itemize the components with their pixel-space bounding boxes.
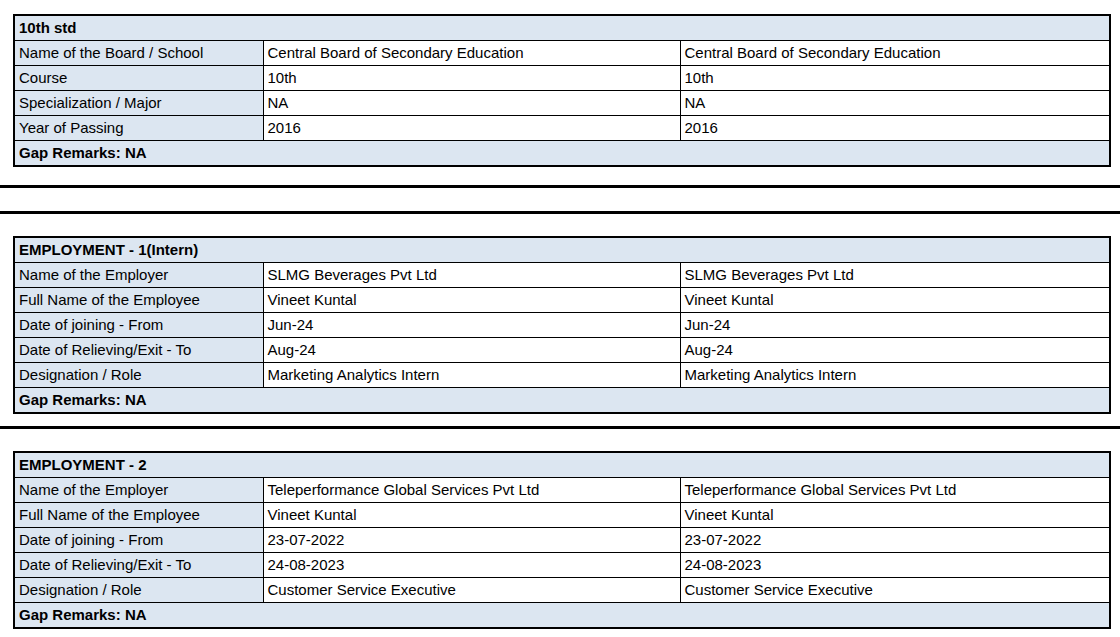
row-value-cell-1: Vineet Kuntal <box>263 503 680 528</box>
gap-remarks-row: Gap Remarks: NA <box>14 603 1110 629</box>
row-value-cell-2: 2016 <box>680 116 1110 141</box>
table-row: Name of the EmployerSLMG Beverages Pvt L… <box>14 263 1110 288</box>
row-value-cell-1: 23-07-2022 <box>263 528 680 553</box>
row-label-cell: Date of Relieving/Exit - To <box>14 338 263 363</box>
row-value-cell-2: Teleperformance Global Services Pvt Ltd <box>680 478 1110 503</box>
table-title-cell: EMPLOYMENT - 1(Intern) <box>14 237 1110 263</box>
row-value-cell-2: Jun-24 <box>680 313 1110 338</box>
table-row: Specialization / MajorNANA <box>14 91 1110 116</box>
row-value-cell-1: Central Board of Secondary Education <box>263 41 680 66</box>
section-divider-1 <box>0 185 1120 188</box>
row-label-cell: Course <box>14 66 263 91</box>
row-value-cell-1: Marketing Analytics Intern <box>263 363 680 388</box>
table-row: Name of the Board / SchoolCentral Board … <box>14 41 1110 66</box>
table-title-row: EMPLOYMENT - 1(Intern) <box>14 237 1110 263</box>
row-value-cell-2: SLMG Beverages Pvt Ltd <box>680 263 1110 288</box>
row-value-cell-2: Central Board of Secondary Education <box>680 41 1110 66</box>
row-value-cell-2: NA <box>680 91 1110 116</box>
row-value-cell-2: 23-07-2022 <box>680 528 1110 553</box>
row-value-cell-1: Vineet Kuntal <box>263 288 680 313</box>
row-value-cell-2: 24-08-2023 <box>680 553 1110 578</box>
row-label-cell: Name of the Board / School <box>14 41 263 66</box>
table-title-cell: EMPLOYMENT - 2 <box>14 452 1110 478</box>
table-row: Designation / RoleCustomer Service Execu… <box>14 578 1110 603</box>
table-row: Course10th10th <box>14 66 1110 91</box>
row-value-cell-2: Aug-24 <box>680 338 1110 363</box>
row-label-cell: Specialization / Major <box>14 91 263 116</box>
employment-1-table: EMPLOYMENT - 1(Intern)Name of the Employ… <box>13 236 1111 414</box>
section-divider-2 <box>0 211 1120 214</box>
row-value-cell-1: NA <box>263 91 680 116</box>
row-label-cell: Designation / Role <box>14 363 263 388</box>
education-10th-table: 10th stdName of the Board / SchoolCentra… <box>13 14 1111 167</box>
row-value-cell-2: Marketing Analytics Intern <box>680 363 1110 388</box>
row-label-cell: Name of the Employer <box>14 478 263 503</box>
table-title-cell: 10th std <box>14 15 1110 41</box>
row-label-cell: Date of joining - From <box>14 528 263 553</box>
document-canvas: 10th stdName of the Board / SchoolCentra… <box>0 0 1120 637</box>
table-row: Date of Relieving/Exit - ToAug-24Aug-24 <box>14 338 1110 363</box>
row-label-cell: Date of Relieving/Exit - To <box>14 553 263 578</box>
gap-remarks-cell: Gap Remarks: NA <box>14 603 1110 629</box>
row-value-cell-2: 10th <box>680 66 1110 91</box>
row-value-cell-1: Customer Service Executive <box>263 578 680 603</box>
row-value-cell-2: Vineet Kuntal <box>680 503 1110 528</box>
table-row: Date of joining - FromJun-24Jun-24 <box>14 313 1110 338</box>
table-row: Name of the EmployerTeleperformance Glob… <box>14 478 1110 503</box>
gap-remarks-cell: Gap Remarks: NA <box>14 388 1110 414</box>
table-title-row: EMPLOYMENT - 2 <box>14 452 1110 478</box>
row-value-cell-1: 24-08-2023 <box>263 553 680 578</box>
row-value-cell-2: Customer Service Executive <box>680 578 1110 603</box>
row-label-cell: Date of joining - From <box>14 313 263 338</box>
row-value-cell-2: Vineet Kuntal <box>680 288 1110 313</box>
table-row: Designation / RoleMarketing Analytics In… <box>14 363 1110 388</box>
row-value-cell-1: SLMG Beverages Pvt Ltd <box>263 263 680 288</box>
table-row: Full Name of the EmployeeVineet KuntalVi… <box>14 288 1110 313</box>
row-value-cell-1: 2016 <box>263 116 680 141</box>
row-value-cell-1: Jun-24 <box>263 313 680 338</box>
row-value-cell-1: Teleperformance Global Services Pvt Ltd <box>263 478 680 503</box>
section-divider-3 <box>0 426 1120 429</box>
gap-remarks-row: Gap Remarks: NA <box>14 388 1110 414</box>
gap-remarks-row: Gap Remarks: NA <box>14 141 1110 167</box>
employment-2-table: EMPLOYMENT - 2Name of the EmployerTelepe… <box>13 451 1111 629</box>
row-label-cell: Year of Passing <box>14 116 263 141</box>
table-row: Year of Passing20162016 <box>14 116 1110 141</box>
table-row: Date of joining - From23-07-202223-07-20… <box>14 528 1110 553</box>
row-label-cell: Full Name of the Employee <box>14 503 263 528</box>
table-row: Date of Relieving/Exit - To24-08-202324-… <box>14 553 1110 578</box>
row-label-cell: Name of the Employer <box>14 263 263 288</box>
row-label-cell: Full Name of the Employee <box>14 288 263 313</box>
gap-remarks-cell: Gap Remarks: NA <box>14 141 1110 167</box>
row-value-cell-1: 10th <box>263 66 680 91</box>
table-title-row: 10th std <box>14 15 1110 41</box>
table-row: Full Name of the EmployeeVineet KuntalVi… <box>14 503 1110 528</box>
row-label-cell: Designation / Role <box>14 578 263 603</box>
row-value-cell-1: Aug-24 <box>263 338 680 363</box>
